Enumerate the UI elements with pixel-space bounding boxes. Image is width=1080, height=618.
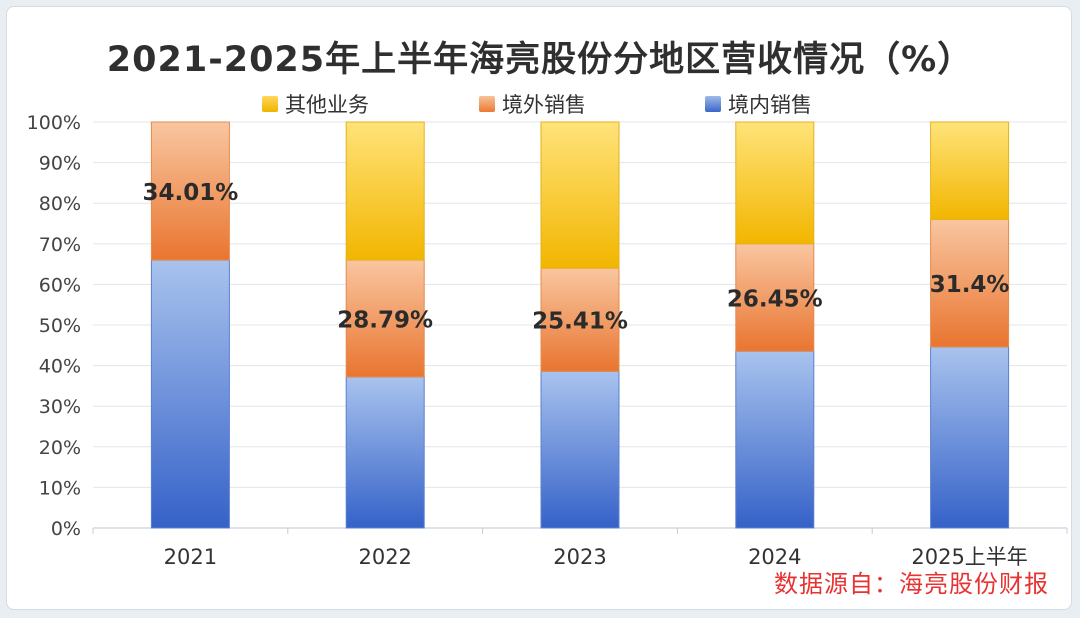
y-tick-label: 70% [39,234,81,256]
data-label: 31.4% [930,272,1010,298]
bar-segment-domestic [345,376,425,529]
y-tick-label: 50% [39,315,81,337]
y-tick-label: 90% [39,153,81,175]
bar-segment-other [930,121,1010,220]
bar-segment-overseas [150,121,230,261]
y-tick-label: 80% [39,193,81,215]
legend-item-domestic: 境内销售 [705,89,812,119]
legend-label-overseas: 境外销售 [502,93,586,117]
x-tick-label: 2024 [748,545,801,569]
legend-label-other: 其他业务 [285,93,369,117]
chart-card: 2021-2025年上半年海亮股份分地区营收情况（%） 其他业务 境外销售 境内… [6,6,1072,610]
data-label: 28.79% [337,307,433,333]
bar-segment-overseas [540,267,620,372]
data-label: 34.01% [143,180,239,206]
chart-title: 2021-2025年上半年海亮股份分地区营收情况（%） [106,40,974,80]
y-tick-label: 60% [39,274,81,296]
x-tick-label: 2022 [358,545,411,569]
y-tick-label: 0% [51,518,81,540]
y-tick-label: 100% [27,112,81,134]
bar-segment-overseas [930,218,1010,348]
y-tick-label: 20% [39,437,81,459]
legend-item-overseas: 境外销售 [479,89,586,119]
legend: 其他业务 境外销售 境内销售 [7,89,1071,117]
bar-segment-other [735,121,815,245]
legend-label-domestic: 境内销售 [728,93,812,117]
bar-segment-overseas [735,243,815,352]
x-tick-label: 2025上半年 [911,545,1027,569]
data-label: 25.41% [532,309,628,335]
legend-item-other: 其他业务 [262,89,369,119]
bar-segment-domestic [930,346,1010,529]
bar-segment-other [540,121,620,269]
legend-swatch-domestic [705,96,721,112]
data-label: 26.45% [727,286,823,312]
x-tick-label: 2021 [164,545,217,569]
legend-swatch-other [262,96,278,112]
source-note: 数据源自：海亮股份财报 [774,570,1049,598]
y-tick-label: 30% [39,396,81,418]
legend-swatch-overseas [479,96,495,112]
bar-segment-domestic [150,259,230,529]
bar-segment-domestic [540,370,620,529]
bar-segment-overseas [345,259,425,378]
y-tick-label: 10% [39,477,81,499]
x-tick-label: 2023 [553,545,606,569]
stacked-bar-chart: 0% 10% 20% 30% 40% 50% 60% 70% 80% 90% 100% 34.01% 2… [27,112,1068,569]
bar-segment-other [345,121,425,261]
y-tick-label: 40% [39,356,81,378]
bar-segment-domestic [735,350,815,529]
